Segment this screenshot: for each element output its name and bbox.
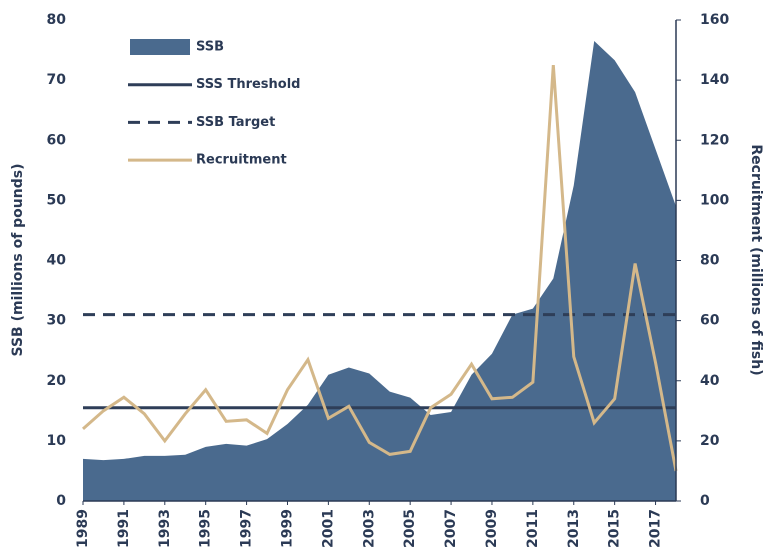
legend-swatch	[130, 39, 190, 55]
y2-tick-label: 140	[700, 72, 729, 88]
y2-tick-label: 20	[700, 433, 720, 449]
y-tick-label: 30	[47, 313, 67, 329]
x-tick-label: 2003	[361, 509, 377, 548]
x-tick-label: 2013	[566, 509, 582, 548]
x-tick-label: 1995	[198, 509, 214, 548]
x-tick-label: 2007	[443, 509, 459, 548]
legend-label: SSB Target	[196, 115, 275, 130]
y2-tick-label: 0	[700, 493, 710, 509]
x-tick-label: 1991	[116, 509, 132, 548]
y-tick-label: 60	[47, 132, 67, 148]
legend-label: SSS Threshold	[196, 77, 300, 92]
line	[82, 64, 678, 472]
legend-label: SSB	[196, 40, 224, 55]
x-tick-label: 1989	[75, 509, 91, 548]
x-tick-label: 1993	[157, 509, 173, 548]
y2-tick-label: 60	[700, 313, 720, 329]
y-tick-label: 10	[47, 433, 67, 449]
y2-tick-label: 120	[700, 132, 729, 148]
x-tick-label: 1999	[279, 509, 295, 548]
y2-tick-label: 40	[700, 373, 720, 389]
y-tick-label: 50	[47, 192, 67, 208]
y-axis-title: SSB (millions of pounds)	[10, 164, 26, 357]
y-tick-label: 0	[56, 493, 66, 509]
y-tick-label: 80	[47, 12, 67, 28]
y2-tick-label: 160	[700, 12, 729, 28]
x-tick-label: 2001	[320, 509, 336, 548]
x-tick-label: 2015	[607, 509, 623, 548]
y-tick-label: 70	[47, 72, 67, 88]
x-tick-label: 1997	[239, 509, 255, 548]
x-tick-label: 2009	[484, 509, 500, 548]
legend-label: Recruitment	[196, 153, 287, 168]
x-tick-label: 2017	[648, 509, 664, 548]
x-tick-label: 2005	[402, 509, 418, 548]
y-tick-label: 40	[47, 253, 67, 269]
y-tick-label: 20	[47, 373, 67, 389]
y2-tick-label: 80	[700, 253, 720, 269]
x-tick-label: 2011	[525, 509, 541, 548]
y2-axis-title: Recruitment (millions of fish)	[748, 144, 764, 375]
y2-tick-label: 100	[700, 192, 729, 208]
